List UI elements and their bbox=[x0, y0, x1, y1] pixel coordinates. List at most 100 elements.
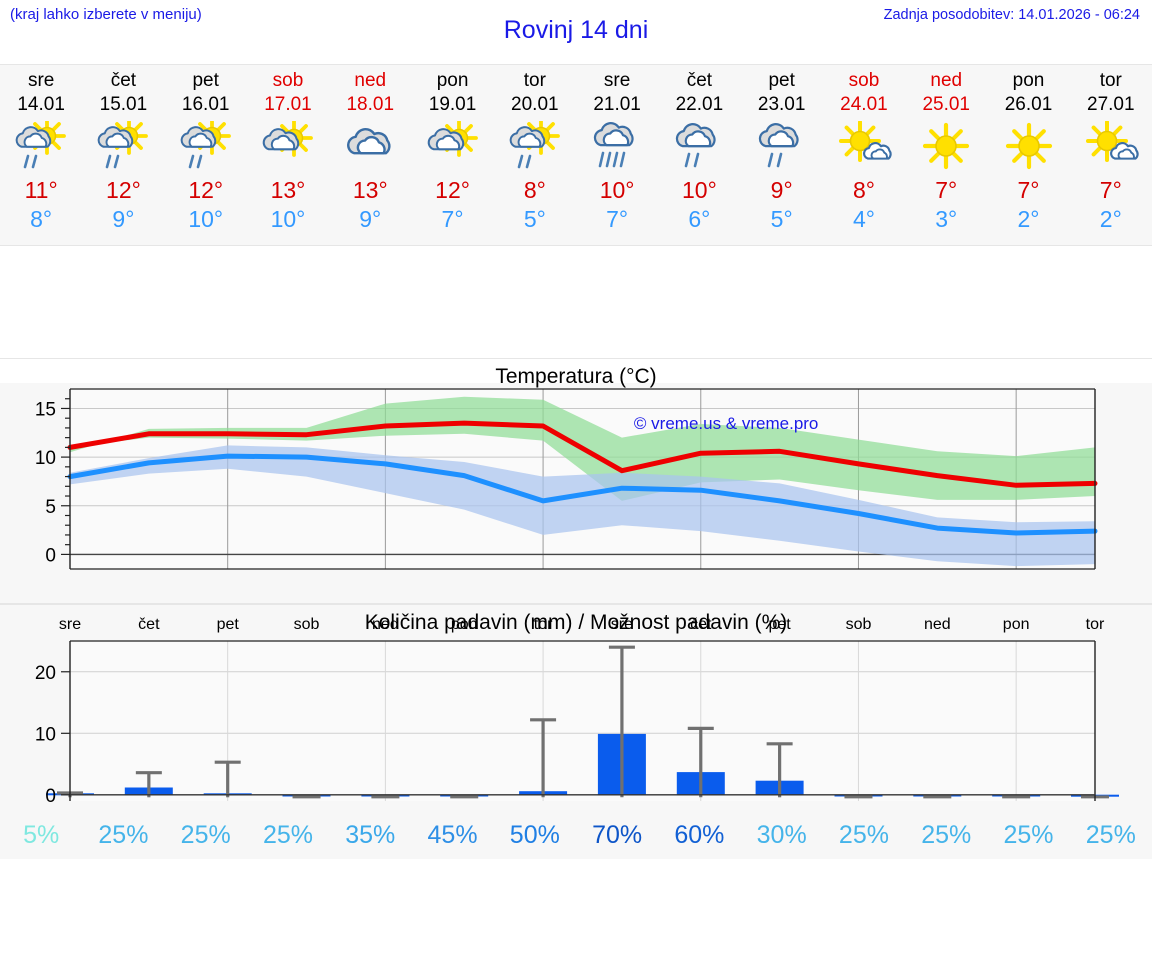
temp-min: 2° bbox=[1017, 206, 1040, 232]
sun-small-cloud-icon bbox=[838, 121, 892, 162]
precipitation-probability-row: 5% 25% 25% 25% 35% 45% 50% 70% 60% 30% 25% 25% 25% 25… bbox=[0, 815, 1152, 859]
svg-text:0: 0 bbox=[45, 545, 56, 566]
cloud-heavy-rain-icon bbox=[593, 122, 634, 168]
svg-text:10: 10 bbox=[35, 724, 56, 745]
day-date: 19.01 bbox=[428, 94, 477, 115]
temp-max: 7° bbox=[1099, 177, 1122, 203]
day-column[interactable]: sre 21.01 10° 7° bbox=[576, 65, 658, 245]
day-column[interactable]: čet 15.01 12° 9° bbox=[82, 65, 164, 245]
temperature-chart-title: Temperatura (°C) bbox=[495, 365, 657, 388]
temp-min: 7° bbox=[441, 206, 464, 232]
daily-forecast-strip: sre 14.01 11° 8° čet 15.01 12° 9° pet 16.01 12°… bbox=[0, 64, 1152, 246]
weather-icon-wrap bbox=[494, 118, 576, 176]
precipitation-chart-panel: Količina padavin (mm) / Možnost padavin … bbox=[0, 604, 1152, 859]
day-column[interactable]: sre 14.01 11° 8° bbox=[0, 65, 82, 245]
day-column[interactable]: ned 25.01 7° 3° bbox=[905, 65, 987, 245]
temp-max: 13° bbox=[352, 177, 388, 203]
spacer bbox=[0, 246, 1152, 358]
precip-probability: 25% bbox=[921, 821, 972, 849]
day-column[interactable]: sob 17.01 13° 10° bbox=[247, 65, 329, 245]
day-column[interactable]: čet 22.01 10° 6° bbox=[658, 65, 740, 245]
svg-text:čet: čet bbox=[690, 616, 712, 633]
temp-max: 12° bbox=[106, 177, 141, 203]
temp-min: 10° bbox=[270, 206, 306, 232]
day-date: 26.01 bbox=[1004, 94, 1053, 115]
day-date: 23.01 bbox=[757, 94, 806, 115]
weather-icon-wrap bbox=[1070, 118, 1152, 176]
precip-probability: 70% bbox=[592, 821, 643, 849]
svg-text:sre: sre bbox=[611, 616, 633, 633]
day-date: 17.01 bbox=[264, 94, 312, 115]
day-column[interactable]: ned 18.01 13° 9° bbox=[329, 65, 411, 245]
menu-hint-text: (kraj lahko izberete v meniju) bbox=[10, 6, 202, 23]
temp-min: 2° bbox=[1099, 206, 1122, 232]
day-name: sob bbox=[848, 70, 880, 91]
weather-icon-wrap bbox=[247, 118, 329, 176]
precip-probability: 25% bbox=[180, 821, 231, 849]
day-name: pet bbox=[192, 70, 219, 91]
day-column[interactable]: sob 24.01 8° 4° bbox=[823, 65, 905, 245]
cloud-rain-icon bbox=[758, 123, 799, 168]
day-date: 22.01 bbox=[675, 94, 724, 115]
sun-cloud-rain-icon bbox=[15, 121, 67, 169]
sun-icon bbox=[923, 122, 970, 170]
cloud-rain-icon bbox=[676, 123, 716, 168]
temp-max: 9° bbox=[770, 177, 793, 203]
temp-max: 8° bbox=[523, 177, 546, 203]
svg-text:ned: ned bbox=[924, 616, 951, 633]
day-name: pon bbox=[1012, 70, 1045, 91]
day-date: 15.01 bbox=[99, 94, 148, 115]
temperature-chart-panel: Temperatura (°C) 0 5 10 15 © vreme.us & vrem… bbox=[0, 358, 1152, 604]
svg-text:pet: pet bbox=[217, 616, 240, 633]
weather-icon-wrap bbox=[165, 118, 247, 176]
day-column[interactable]: pon 26.01 7° 2° bbox=[987, 65, 1069, 245]
day-name: tor bbox=[1099, 70, 1122, 91]
weather-icon-wrap bbox=[658, 118, 740, 176]
weather-icon-wrap bbox=[411, 118, 493, 176]
svg-text:10: 10 bbox=[35, 448, 56, 469]
temp-max: 7° bbox=[1017, 177, 1040, 203]
day-column[interactable]: pon 19.01 12° 7° bbox=[411, 65, 493, 245]
temp-min: 4° bbox=[852, 206, 875, 232]
day-name: čet bbox=[110, 70, 137, 91]
temp-min: 7° bbox=[606, 206, 629, 232]
day-column[interactable]: pet 23.01 9° 5° bbox=[741, 65, 823, 245]
day-name: čet bbox=[686, 70, 713, 91]
precip-probability: 45% bbox=[427, 821, 478, 849]
weather-icon-wrap bbox=[987, 118, 1069, 176]
svg-text:5: 5 bbox=[45, 497, 56, 518]
weather-icon-wrap bbox=[823, 118, 905, 176]
day-name: pet bbox=[768, 70, 795, 91]
temp-min: 9° bbox=[359, 206, 382, 232]
day-date: 24.01 bbox=[840, 94, 888, 115]
weather-icon-wrap bbox=[0, 118, 82, 176]
svg-text:pet: pet bbox=[768, 616, 791, 633]
day-column[interactable]: tor 27.01 7° 2° bbox=[1070, 65, 1152, 245]
temp-min: 5° bbox=[523, 206, 546, 232]
day-date: 16.01 bbox=[181, 94, 230, 115]
day-name: ned bbox=[354, 70, 387, 91]
sun-cloud-rain-icon bbox=[509, 121, 560, 169]
sun-icon bbox=[1005, 122, 1052, 170]
day-column[interactable]: tor 20.01 8° 5° bbox=[494, 65, 576, 245]
svg-text:sre: sre bbox=[59, 616, 81, 633]
day-date: 21.01 bbox=[593, 94, 641, 115]
temp-min: 8° bbox=[30, 206, 53, 232]
day-column[interactable]: pet 16.01 12° 10° bbox=[165, 65, 247, 245]
sun-behind-cloud-icon bbox=[262, 121, 313, 157]
precip-probability: 25% bbox=[1003, 821, 1054, 849]
precipitation-chart-svg: sre čet pet sob ned pon tor sre čet pet sob ned pon t… bbox=[0, 605, 1152, 807]
weather-icon-wrap bbox=[329, 118, 411, 176]
weather-icon-wrap bbox=[82, 118, 164, 176]
precip-probability: 35% bbox=[345, 821, 396, 849]
day-date: 18.01 bbox=[346, 94, 395, 115]
temp-max: 10° bbox=[682, 177, 717, 203]
weather-icon-wrap bbox=[905, 118, 987, 176]
day-name: ned bbox=[930, 70, 963, 91]
temp-max: 11° bbox=[24, 177, 58, 203]
temp-min: 5° bbox=[770, 206, 793, 232]
day-name: sre bbox=[27, 70, 55, 91]
day-name: pon bbox=[436, 70, 469, 91]
page-title: Rovinj 14 dni bbox=[503, 16, 649, 44]
